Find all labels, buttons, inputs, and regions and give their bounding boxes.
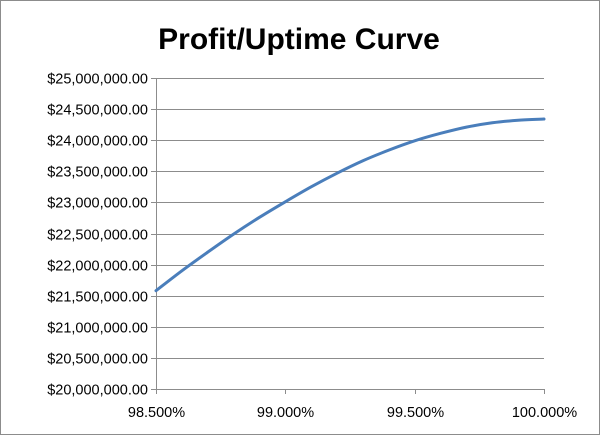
y-tick-label: $20,000,000.00 (47, 383, 148, 399)
y-tick-label: $21,000,000.00 (47, 321, 148, 337)
y-tick-label: $22,000,000.00 (47, 259, 148, 275)
series-line (154, 117, 546, 293)
x-tick-label: 98.500% (128, 405, 185, 421)
y-tick-label: $23,500,000.00 (47, 165, 148, 181)
y-tick-label: $22,500,000.00 (47, 228, 148, 244)
chart-title: Profit/Uptime Curve (158, 23, 440, 56)
y-tick-label: $21,500,000.00 (47, 290, 148, 306)
x-tick-label: 99.500% (387, 405, 444, 421)
series-layer (154, 117, 546, 293)
x-tick-label: 100.000% (512, 405, 577, 421)
y-tick-label: $23,000,000.00 (47, 196, 148, 212)
y-tick-label: $20,500,000.00 (47, 352, 148, 368)
y-tick-label: $25,000,000.00 (47, 72, 148, 88)
x-axis-tick-labels: 98.500% 99.000% 99.500% 100.000% (128, 405, 577, 421)
y-tick-label: $24,500,000.00 (47, 103, 148, 119)
y-axis-tick-labels: $20,000,000.00 $20,500,000.00 $21,000,000.… (47, 72, 148, 399)
y-tick-label: $24,000,000.00 (47, 134, 148, 150)
gridlines (156, 78, 544, 359)
axes (151, 78, 545, 394)
x-tick-label: 99.000% (257, 405, 314, 421)
